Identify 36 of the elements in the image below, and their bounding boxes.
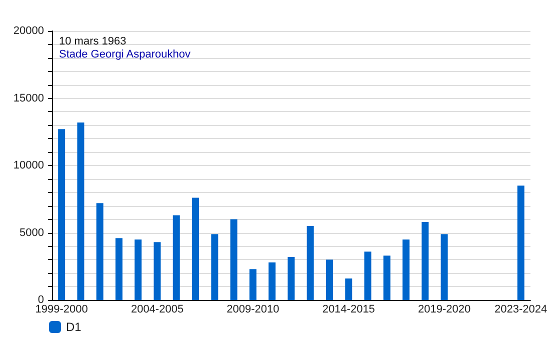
bar	[422, 222, 429, 300]
x-tick-label: 1999-2000	[35, 304, 88, 316]
bar	[440, 234, 448, 300]
bar	[172, 215, 180, 300]
bar	[364, 252, 372, 300]
bar	[211, 234, 218, 300]
legend-label: D1	[66, 320, 82, 334]
bar	[154, 242, 161, 300]
bar	[249, 269, 256, 300]
bar	[192, 198, 200, 300]
bar	[96, 203, 104, 300]
bar	[517, 186, 524, 300]
bar	[268, 262, 276, 300]
bar	[383, 256, 390, 300]
bar	[230, 219, 238, 300]
chart-title: 10 mars 1963	[59, 36, 126, 48]
bar	[115, 238, 122, 300]
y-tick-label: 0	[38, 294, 44, 306]
bar	[58, 129, 66, 300]
bar	[402, 239, 410, 300]
x-tick-label: 2009-2010	[226, 304, 280, 316]
x-tick-label: 2014-2015	[322, 304, 375, 316]
y-tick-label: 20000	[13, 25, 44, 37]
y-tick-label: 10000	[13, 160, 44, 172]
bar	[134, 239, 142, 300]
x-tick-label: 2004-2005	[130, 304, 184, 316]
bar	[345, 278, 352, 300]
bar	[306, 226, 314, 300]
y-tick-label: 5000	[20, 226, 44, 239]
text: Stade Georgi Asparoukhov	[59, 48, 191, 60]
y-tick-label: 15000	[13, 92, 44, 104]
bar	[326, 260, 333, 300]
bar	[77, 122, 84, 300]
x-tick-label: 2023-2024	[494, 304, 548, 316]
bar	[288, 256, 295, 300]
x-tick-label: 2019-2020	[418, 304, 471, 316]
